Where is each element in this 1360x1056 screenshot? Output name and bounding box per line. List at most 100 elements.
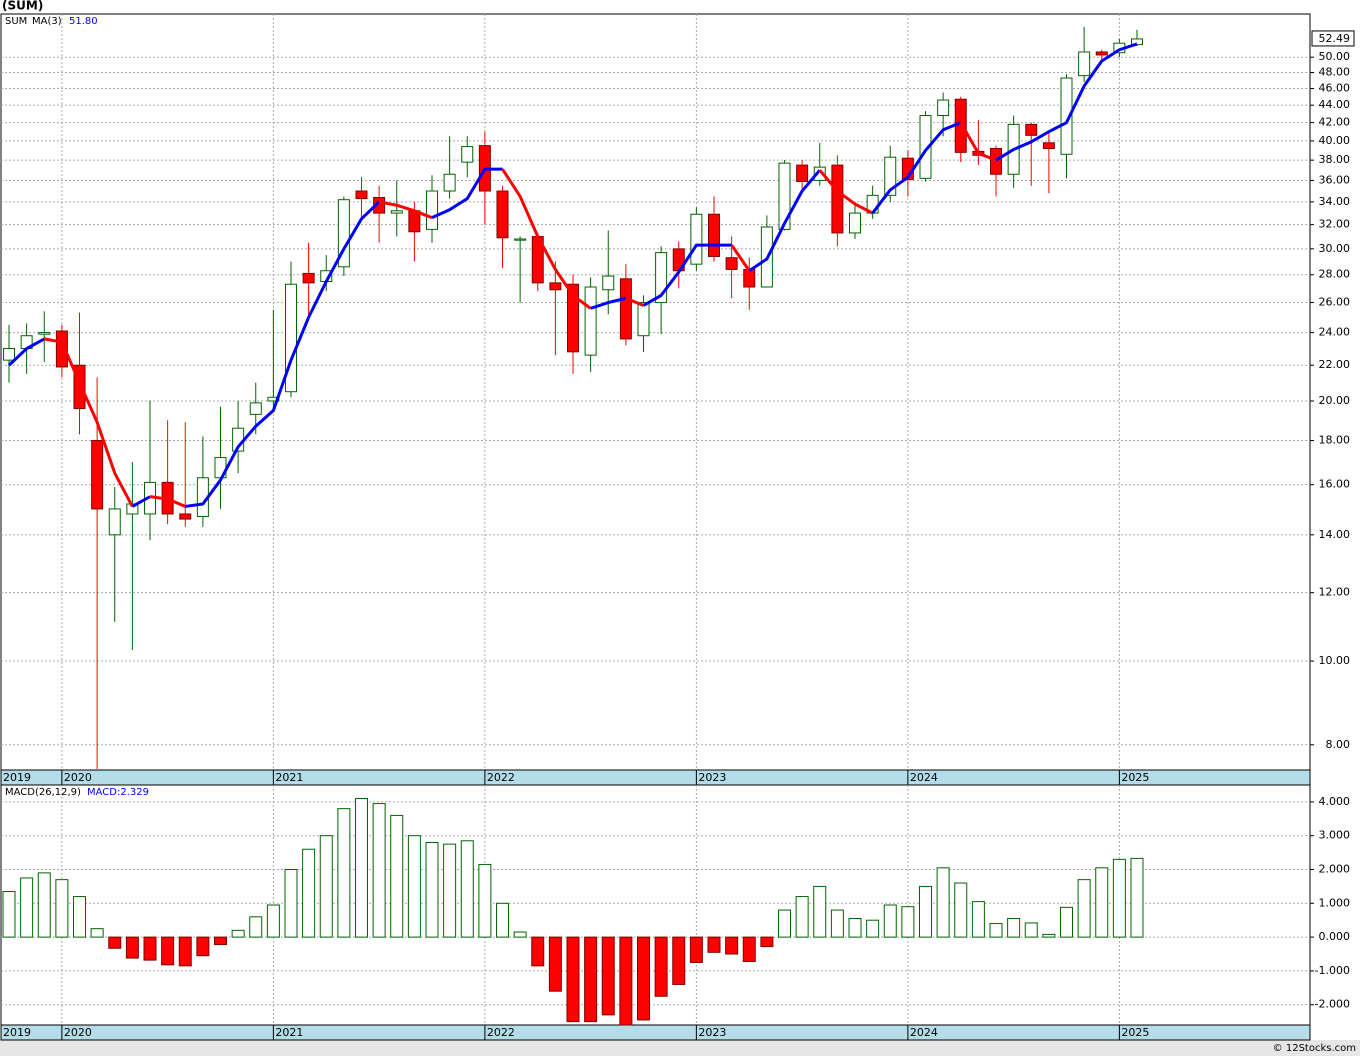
macd-bar <box>1112 858 1126 938</box>
candle-body <box>38 332 51 335</box>
y-tick-label: 4.000 <box>1319 795 1351 808</box>
y-tick-label: 38.00 <box>1319 153 1351 166</box>
candle-body <box>355 190 368 200</box>
ma-line <box>818 169 874 215</box>
macd-bar <box>513 931 527 938</box>
macd-bar <box>20 877 34 938</box>
macd-bar <box>1077 879 1091 938</box>
x-tick-label: 2025 <box>1121 1026 1149 1039</box>
x-tick-label: 2022 <box>487 771 515 784</box>
candle-body <box>408 210 421 233</box>
candle-body <box>690 213 703 265</box>
candle-body <box>884 156 897 196</box>
y-tick-label: 8.00 <box>1326 738 1351 751</box>
x-tick-label: 2023 <box>698 1026 726 1039</box>
candle-body <box>655 252 668 304</box>
candle-body <box>919 115 932 179</box>
macd-bar <box>214 936 227 946</box>
macd-bar <box>443 843 457 938</box>
macd-bar <box>848 918 862 938</box>
candle-body <box>813 166 826 181</box>
macd-bar <box>901 906 915 938</box>
candle-body <box>708 213 720 257</box>
macd-bar <box>689 936 703 963</box>
macd-bar <box>355 798 368 938</box>
candle-body <box>849 212 861 234</box>
y-tick-label: 0.000 <box>1319 930 1351 943</box>
candle-body <box>55 330 68 368</box>
candle-body <box>549 282 562 291</box>
y-tick-label: 22.00 <box>1319 358 1351 371</box>
candle-body <box>249 402 262 415</box>
candle-body <box>73 364 86 410</box>
date-band <box>0 769 1311 786</box>
macd-bar <box>795 896 809 938</box>
ma-line <box>730 244 751 272</box>
y-tick-label: 42.00 <box>1319 116 1351 129</box>
macd-bar <box>742 936 756 962</box>
y-tick-label: 3.000 <box>1319 829 1351 842</box>
macd-bar <box>1060 906 1073 938</box>
candle-body <box>108 508 121 536</box>
candle-body <box>179 513 192 520</box>
ma-line <box>642 243 732 307</box>
macd-bar <box>125 936 139 959</box>
macd-bar <box>619 936 633 1026</box>
ma-line <box>959 121 997 162</box>
candle-body <box>602 275 615 291</box>
candle-body <box>1095 51 1108 56</box>
x-tick-label: 2024 <box>910 771 938 784</box>
y-tick-label: 48.00 <box>1319 66 1351 79</box>
x-tick-label: 2024 <box>910 1026 938 1039</box>
candle-body <box>796 164 809 182</box>
ma-line <box>590 296 627 310</box>
macd-bar <box>531 936 545 967</box>
macd-bar <box>1042 933 1056 938</box>
macd-bar <box>1007 918 1021 938</box>
candle-body <box>443 173 456 192</box>
macd-bar <box>108 936 122 949</box>
macd-bar <box>813 885 827 938</box>
macd-bar <box>672 936 686 985</box>
ma-line <box>995 42 1138 162</box>
macd-bar <box>319 835 333 938</box>
y-tick-label: 40.00 <box>1319 134 1351 147</box>
macd-bar <box>954 882 968 938</box>
macd-bar <box>866 919 880 938</box>
ma-line <box>871 121 962 215</box>
macd-bar <box>637 936 650 1021</box>
macd-bar <box>231 929 245 938</box>
candle-body <box>1042 142 1055 149</box>
y-tick-label: 2.000 <box>1319 863 1351 876</box>
macd-bar <box>496 902 509 938</box>
candle-body <box>990 147 1002 175</box>
candle-body <box>302 272 315 284</box>
candle-body <box>91 440 104 510</box>
x-tick-label: 2019 <box>3 1026 31 1039</box>
candle-body <box>285 283 297 393</box>
macd-bar <box>302 848 316 938</box>
macd-bar <box>407 835 421 938</box>
macd-bar <box>266 904 280 938</box>
macd-bar <box>337 808 351 938</box>
y-tick-label: 12.00 <box>1319 586 1351 599</box>
x-tick-label: 2025 <box>1121 771 1149 784</box>
legend-symbol: SUM <box>5 16 27 27</box>
x-tick-label: 2021 <box>275 771 303 784</box>
macd-bar <box>425 841 439 938</box>
y-tick-label: 46.00 <box>1319 81 1351 94</box>
macd-bar <box>2 890 16 938</box>
candle-body <box>1060 77 1073 155</box>
candle-body <box>831 164 844 234</box>
macd-bar <box>1095 867 1109 938</box>
x-tick-label: 2021 <box>275 1026 303 1039</box>
macd-bar <box>566 936 580 1023</box>
macd-bar <box>971 901 985 938</box>
macd-bar <box>372 803 386 938</box>
y-tick-label: 44.00 <box>1319 98 1351 111</box>
y-tick-label: 16.00 <box>1319 478 1351 491</box>
macd-bar <box>1130 857 1144 938</box>
ma-line <box>131 495 151 508</box>
macd-bar <box>178 936 192 967</box>
y-tick-label: 26.00 <box>1319 296 1351 309</box>
